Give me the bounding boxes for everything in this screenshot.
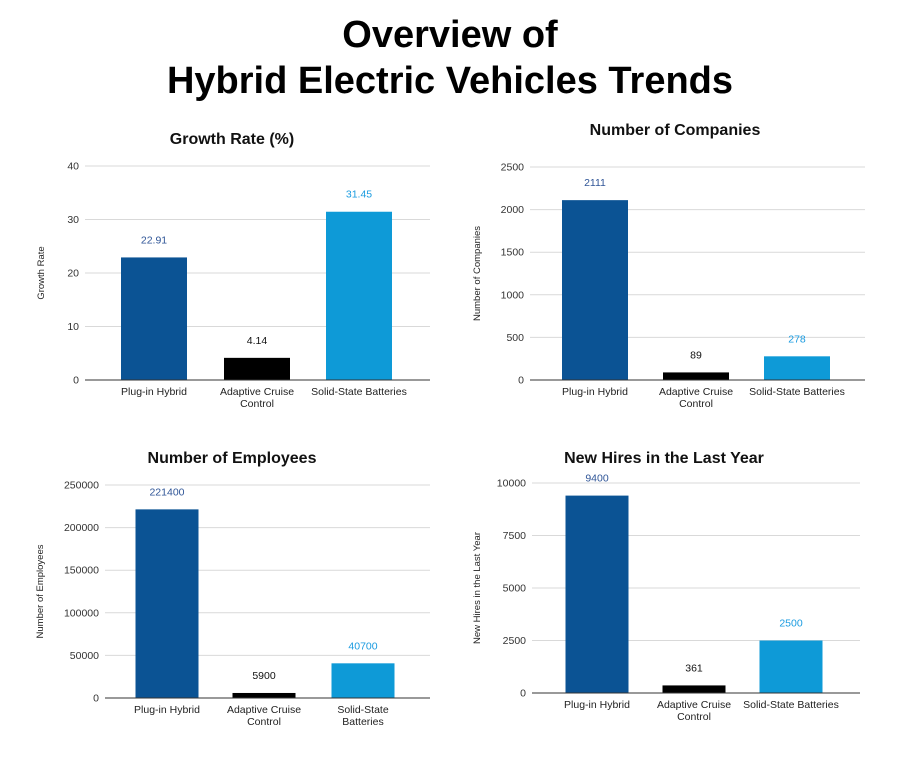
number-of-companies-chart: Number of Companies 0 500 1000 1500 2000 2500 N… (450, 115, 900, 420)
y-tick-label: 250000 (64, 480, 99, 492)
bar-plug-in-hybrid (565, 495, 629, 693)
number-of-companies-chart-svg: Number of Companies 0 500 1000 1500 2000 2500 N… (472, 122, 865, 410)
y-tick-label: 20 (67, 268, 79, 280)
growth-rate-chart-svg: Growth Rate (%) 0 10 20 30 40 Growth Rate 22.91… (36, 131, 430, 410)
category-label-adaptive-cruise-control: Control (240, 398, 274, 410)
chart-title: New Hires in the Last Year (564, 450, 764, 467)
y-tick-label: 0 (73, 375, 79, 387)
category-label-adaptive-cruise-control: Control (679, 398, 713, 410)
y-axis-title: Growth Rate (36, 246, 47, 299)
y-tick-label: 10 (67, 321, 79, 333)
y-tick-label: 500 (506, 332, 524, 344)
y-tick-label: 40 (67, 161, 79, 173)
data-label-solid-state-batteries: 2500 (779, 618, 803, 630)
data-label-solid-state-batteries: 31.45 (346, 189, 372, 201)
bar-plug-in-hybrid (121, 257, 187, 380)
category-label-adaptive-cruise-control: Control (677, 711, 711, 723)
y-axis-title: Number of Employees (35, 544, 46, 638)
y-tick-label: 0 (520, 688, 526, 700)
y-tick-label: 10000 (497, 478, 526, 490)
category-label-solid-state-batteries: Solid-State Batteries (311, 386, 407, 398)
y-tick-label: 0 (518, 375, 524, 387)
page-title-line-1: Overview of (342, 14, 558, 56)
new-hires-chart-svg: New Hires in the Last Year 0 2500 5000 7500 1… (472, 450, 860, 723)
y-tick-label: 1000 (501, 289, 525, 301)
category-label-adaptive-cruise-control: Adaptive Cruise (659, 386, 733, 398)
chart-title: Number of Employees (148, 450, 317, 467)
y-tick-label: 30 (67, 214, 79, 226)
y-tick-label: 50000 (70, 650, 99, 662)
category-label-solid-state-batteries: Solid-State Batteries (743, 699, 839, 711)
number-of-employees-chart-svg: Number of Employees 0 50000 100000 150000 200… (35, 450, 430, 728)
data-label-adaptive-cruise-control: 5900 (252, 670, 276, 682)
y-tick-label: 5000 (503, 583, 527, 595)
category-label-plug-in-hybrid: Plug-in Hybrid (134, 704, 200, 716)
category-label-adaptive-cruise-control: Adaptive Cruise (657, 699, 731, 711)
new-hires-chart: New Hires in the Last Year 0 2500 5000 7500 1… (450, 442, 900, 747)
category-label-adaptive-cruise-control: Control (247, 716, 281, 728)
y-tick-label: 2500 (501, 162, 525, 174)
y-tick-label: 2500 (503, 635, 527, 647)
chart-title: Growth Rate (%) (170, 131, 294, 148)
category-label-plug-in-hybrid: Plug-in Hybrid (121, 386, 187, 398)
bar-adaptive-cruise-control (224, 357, 290, 380)
page-title-line-2: Hybrid Electric Vehicles Trends (166, 60, 734, 102)
growth-rate-chart: Growth Rate (%) 0 10 20 30 40 Growth Rate 22.91… (0, 122, 450, 412)
data-label-adaptive-cruise-control: 89 (690, 349, 702, 361)
category-label-adaptive-cruise-control: Adaptive Cruise (227, 704, 301, 716)
bar-plug-in-hybrid (135, 509, 199, 698)
category-label-solid-state-batteries: Solid-State (337, 704, 389, 716)
y-tick-label: 1500 (501, 247, 525, 259)
y-tick-label: 0 (93, 693, 99, 705)
data-label-solid-state-batteries: 40700 (348, 640, 377, 652)
bar-solid-state-batteries (331, 663, 395, 698)
data-label-plug-in-hybrid: 22.91 (141, 234, 167, 246)
data-label-adaptive-cruise-control: 4.14 (247, 335, 268, 347)
bar-solid-state-batteries (326, 211, 392, 380)
data-label-adaptive-cruise-control: 361 (685, 662, 703, 674)
bar-adaptive-cruise-control (663, 372, 729, 380)
chart-title: Number of Companies (590, 122, 761, 139)
y-tick-label: 150000 (64, 565, 99, 577)
category-label-solid-state-batteries: Solid-State Batteries (749, 386, 845, 398)
bar-solid-state-batteries (759, 640, 823, 693)
category-label-plug-in-hybrid: Plug-in Hybrid (562, 386, 628, 398)
bar-plug-in-hybrid (562, 200, 628, 380)
y-tick-label: 100000 (64, 607, 99, 619)
y-axis-title: New Hires in the Last Year (472, 532, 483, 644)
y-tick-label: 7500 (503, 530, 527, 542)
data-label-plug-in-hybrid: 221400 (149, 486, 184, 498)
category-label-solid-state-batteries: Batteries (342, 716, 383, 728)
bar-adaptive-cruise-control (662, 685, 726, 693)
page-title: Overview of Hybrid Electric Vehicles Tre… (0, 12, 900, 104)
data-label-plug-in-hybrid: 2111 (584, 177, 606, 189)
data-label-solid-state-batteries: 278 (788, 333, 806, 345)
bar-solid-state-batteries (764, 356, 830, 380)
data-label-plug-in-hybrid: 9400 (585, 473, 609, 485)
y-tick-label: 2000 (501, 204, 525, 216)
bar-adaptive-cruise-control (232, 692, 296, 698)
y-axis-title: Number of Companies (472, 226, 483, 321)
y-tick-label: 200000 (64, 522, 99, 534)
category-label-adaptive-cruise-control: Adaptive Cruise (220, 386, 294, 398)
category-label-plug-in-hybrid: Plug-in Hybrid (564, 699, 630, 711)
number-of-employees-chart: Number of Employees 0 50000 100000 150000 200… (0, 442, 450, 742)
